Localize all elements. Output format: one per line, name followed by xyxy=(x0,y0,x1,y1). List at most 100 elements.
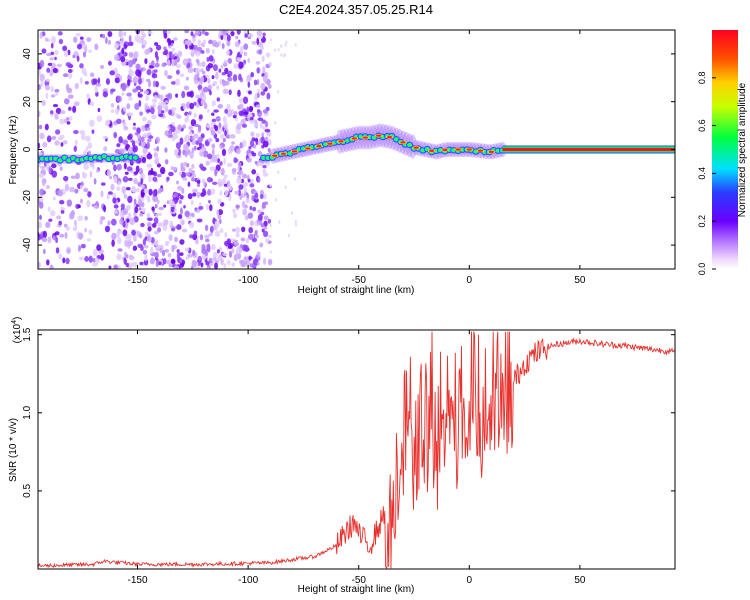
noise-speckle xyxy=(212,181,218,185)
noise-speckle xyxy=(135,165,140,173)
noise-speckle xyxy=(210,130,216,136)
noise-speckle xyxy=(191,163,195,170)
noise-speckle xyxy=(262,66,266,74)
x-tick-label: -100 xyxy=(238,275,258,286)
noise-speckle xyxy=(76,43,83,50)
noise-speckle xyxy=(94,43,99,51)
noise-speckle xyxy=(79,36,84,40)
noise-speckle xyxy=(126,218,130,223)
noise-speckle xyxy=(117,248,123,252)
noise-speckle xyxy=(119,75,123,82)
noise-speckle xyxy=(227,259,231,266)
noise-speckle xyxy=(220,257,224,266)
noise-speckle xyxy=(62,140,68,145)
ridge-blob xyxy=(496,149,500,153)
noise-speckle xyxy=(49,70,53,77)
noise-speckle xyxy=(196,183,201,188)
ridge-blob xyxy=(261,156,266,160)
noise-speckle xyxy=(239,48,244,55)
noise-speckle xyxy=(204,250,208,257)
noise-speckle xyxy=(122,222,126,228)
noise-speckle xyxy=(262,32,266,37)
noise-speckle xyxy=(220,64,224,69)
noise-speckle xyxy=(171,59,175,67)
noise-speckle xyxy=(176,249,180,254)
noise-speckle xyxy=(188,167,193,174)
noise-speckle xyxy=(38,261,41,268)
noise-speckle xyxy=(56,63,63,68)
noise-speckle xyxy=(233,212,238,219)
noise-speckle xyxy=(67,94,74,99)
ridge-blob xyxy=(80,158,85,161)
noise-speckle xyxy=(142,249,148,255)
noise-speckle xyxy=(146,141,151,149)
ridge-core xyxy=(488,150,495,153)
noise-speckle xyxy=(38,142,41,149)
noise-speckle xyxy=(186,39,192,46)
x-tick-label: 0 xyxy=(467,575,473,586)
noise-speckle xyxy=(191,170,195,175)
noise-speckle xyxy=(197,84,203,90)
noise-speckle xyxy=(73,36,78,43)
noise-speckle xyxy=(102,34,106,39)
noise-speckle xyxy=(123,125,129,131)
noise-speckle xyxy=(226,49,230,56)
noise-speckle xyxy=(224,231,228,238)
noise-speckle xyxy=(86,200,91,208)
noise-speckle xyxy=(127,177,133,182)
noise-speckle xyxy=(88,150,91,157)
noise-speckle xyxy=(193,145,197,151)
noise-speckle xyxy=(132,76,139,84)
noise-speckle xyxy=(60,210,65,214)
noise-speckle xyxy=(192,188,198,193)
noise-speckle xyxy=(179,137,184,145)
noise-speckle xyxy=(264,120,269,128)
noise-speckle xyxy=(214,41,220,48)
noise-speckle xyxy=(221,30,227,36)
noise-speckle xyxy=(217,198,222,205)
noise-speckle xyxy=(77,204,81,209)
noise-speckle xyxy=(187,66,194,74)
noise-speckle xyxy=(64,232,68,239)
noise-speckle xyxy=(151,223,157,228)
noise-speckle xyxy=(199,234,204,241)
noise-speckle xyxy=(84,256,90,262)
noise-speckle xyxy=(170,40,175,44)
noise-speckle xyxy=(211,75,215,80)
noise-speckle xyxy=(118,148,125,155)
noise-speckle xyxy=(179,258,183,264)
noise-speckle xyxy=(256,67,260,74)
noise-speckle xyxy=(183,85,190,91)
noise-speckle xyxy=(280,53,283,57)
noise-speckle xyxy=(251,169,257,175)
noise-speckle xyxy=(38,173,45,179)
noise-speckle xyxy=(248,255,252,261)
noise-speckle xyxy=(185,172,191,177)
noise-speckle xyxy=(221,79,227,87)
noise-speckle xyxy=(116,95,122,103)
noise-speckle xyxy=(211,148,215,156)
noise-speckle xyxy=(270,38,273,42)
noise-speckle xyxy=(110,88,116,93)
noise-speckle xyxy=(207,137,213,143)
noise-speckle xyxy=(95,83,102,87)
noise-speckle xyxy=(257,150,263,157)
noise-speckle xyxy=(293,177,296,181)
noise-speckle xyxy=(245,237,250,244)
noise-speckle xyxy=(155,44,162,51)
noise-speckle xyxy=(82,172,88,179)
noise-speckle xyxy=(164,69,168,77)
noise-speckle xyxy=(211,154,218,163)
noise-speckle xyxy=(86,37,92,42)
noise-speckle xyxy=(209,204,213,212)
noise-speckle xyxy=(222,252,228,257)
noise-speckle xyxy=(153,217,159,225)
noise-speckle xyxy=(168,109,173,116)
noise-speckle xyxy=(142,32,146,39)
noise-speckle xyxy=(168,38,172,46)
noise-speckle xyxy=(133,198,137,205)
noise-speckle xyxy=(92,257,96,263)
noise-speckle xyxy=(116,118,122,125)
noise-speckle xyxy=(79,198,83,204)
noise-speckle xyxy=(195,58,200,64)
